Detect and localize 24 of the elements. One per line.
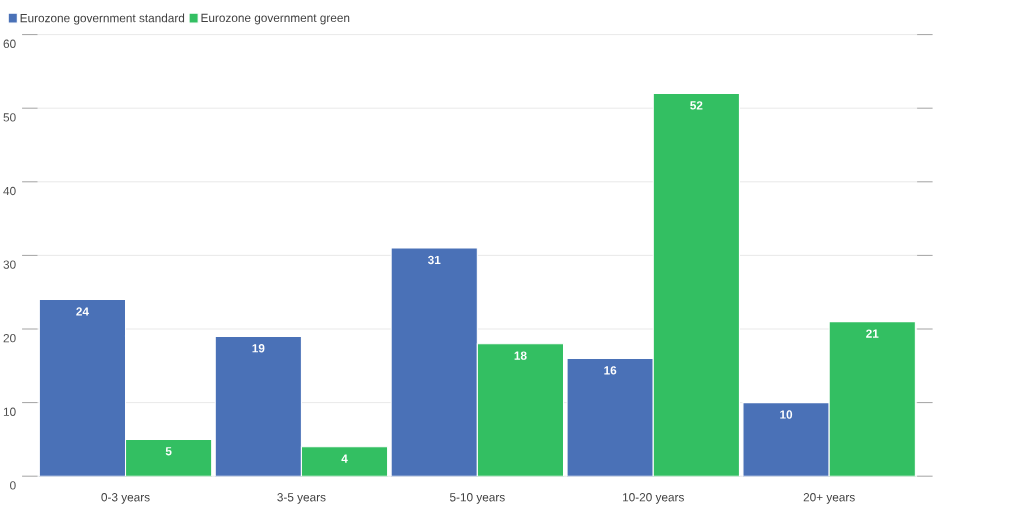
data-label: 31: [427, 255, 441, 265]
data-label: 10: [780, 410, 793, 419]
y-tick-label: 40: [3, 186, 16, 196]
x-tick-label: 20+ years: [803, 493, 855, 504]
x-tick-label: 0-3 years: [101, 493, 150, 504]
y-tick-label: 50: [3, 113, 16, 122]
y-tick-label: 60: [3, 39, 16, 49]
data-label: 18: [514, 351, 527, 360]
data-label: 4: [341, 454, 348, 463]
y-tick-label: 0: [10, 481, 16, 490]
legend-label: Eurozone government standard: [20, 13, 185, 25]
y-tick-label: 10: [3, 407, 16, 417]
data-label: 5: [165, 447, 172, 456]
y-tick-label: 20: [3, 334, 16, 343]
legend-label: Eurozone government green: [201, 13, 350, 25]
data-label: 19: [252, 344, 265, 353]
data-label: 16: [604, 366, 617, 375]
x-tick-label: 10-20 years: [623, 493, 684, 504]
data-label: 21: [866, 329, 879, 338]
x-tick-label: 5-10 years: [449, 493, 505, 504]
data-label: 24: [76, 307, 89, 316]
x-tick-label: 3-5 years: [277, 493, 326, 504]
data-label: 52: [690, 101, 703, 110]
y-tick-label: 30: [3, 260, 16, 269]
